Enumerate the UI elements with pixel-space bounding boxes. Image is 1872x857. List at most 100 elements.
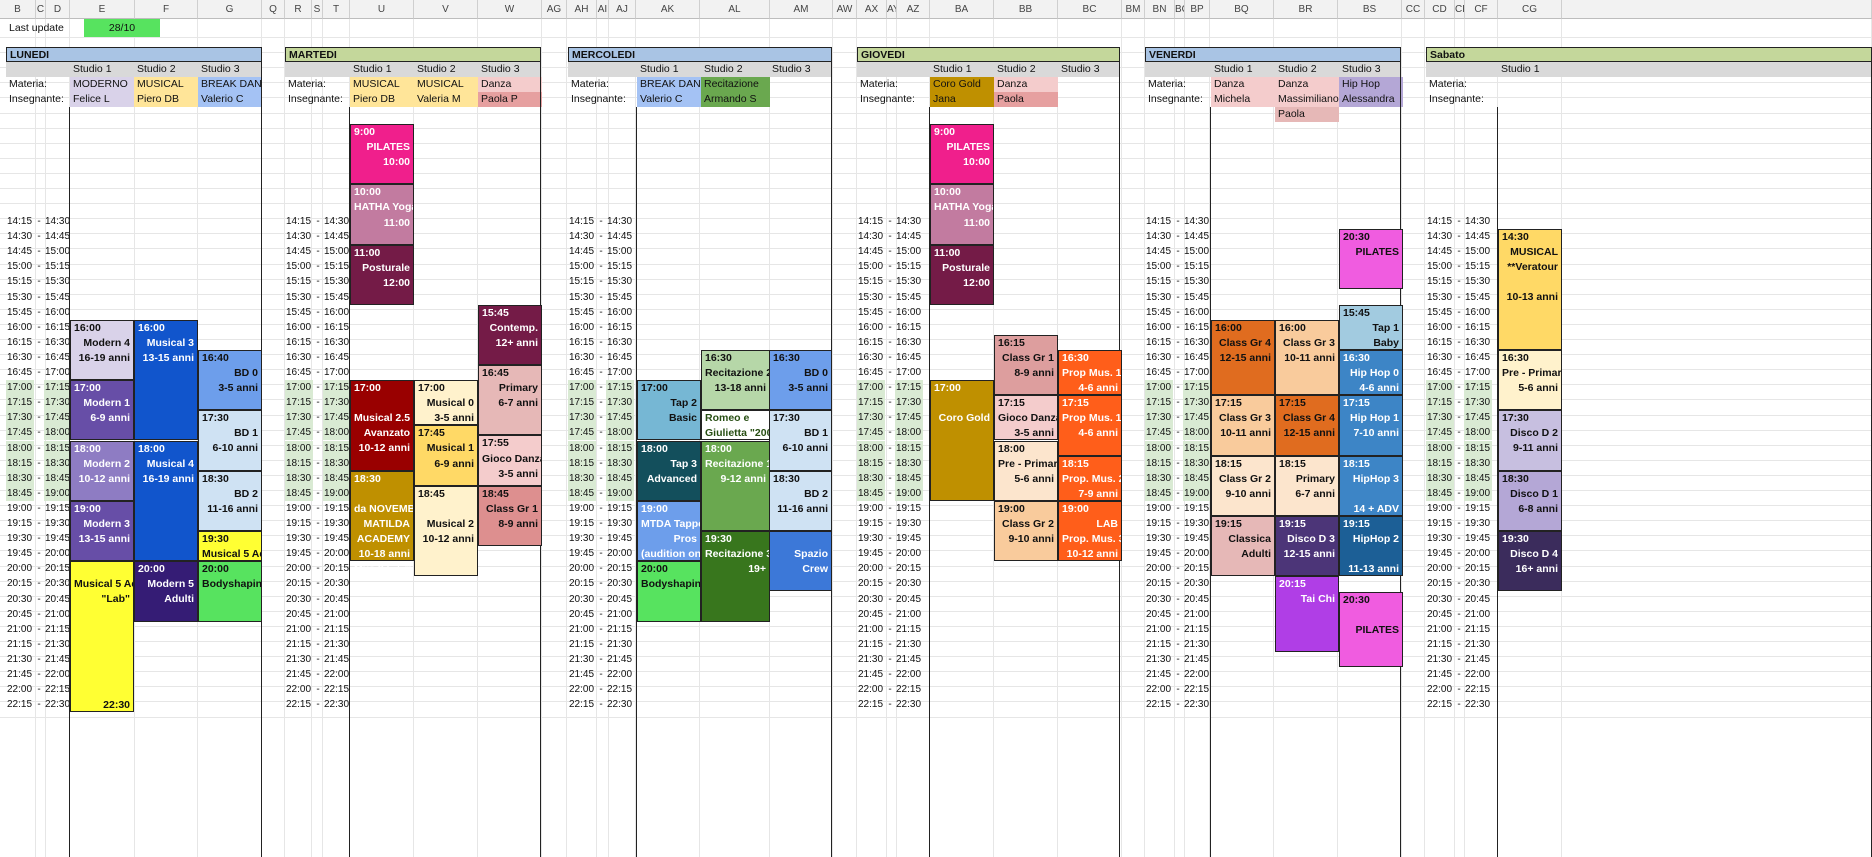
class-block[interactable]: 16:30 Recitazione 2 13-18 anni	[701, 349, 770, 411]
column-header[interactable]: CF	[1465, 0, 1498, 19]
class-block[interactable]: 17:00 Tap 2 Basic	[637, 380, 701, 441]
class-block[interactable]: 20:30 PILATES	[1339, 591, 1403, 667]
materia-cell[interactable]: Hip Hop	[1339, 77, 1403, 92]
column-header[interactable]: BC	[1058, 0, 1122, 19]
teacher-cell[interactable]	[1058, 92, 1122, 107]
class-block[interactable]: 18:45 Class Gr 1 8-9 anni	[478, 485, 542, 547]
column-header[interactable]: AY	[887, 0, 897, 19]
class-block[interactable]: 19:30 Disco D 4 16+ anni	[1498, 531, 1562, 592]
column-header[interactable]: AH	[567, 0, 597, 19]
class-block[interactable]: 19:30 Musical 5 Adulti	[198, 531, 262, 562]
class-block[interactable]: 19:15 Classica Adulti	[1211, 516, 1275, 577]
class-block[interactable]: 17:30 Disco D 2 9-11 anni	[1498, 410, 1562, 471]
materia-cell[interactable]: MUSICAL	[134, 77, 198, 92]
class-block[interactable]: 18:15 Primary 6-7 anni	[1275, 455, 1339, 516]
teacher-cell-extra[interactable]: Paola	[1275, 107, 1339, 122]
materia-cell[interactable]: Danza	[1211, 77, 1275, 92]
class-block[interactable]: 9:00 PILATES 10:00	[350, 124, 414, 185]
column-header[interactable]: E	[70, 0, 135, 19]
class-block[interactable]: 15:45 Contemp. 12+ anni	[478, 304, 542, 365]
teacher-cell[interactable]	[769, 92, 832, 107]
class-block[interactable]: 16:00 Modern 4 16-19 anni	[70, 319, 134, 381]
class-block[interactable]: 17:15 Hip Hop 1 7-10 anni	[1339, 395, 1403, 456]
class-block[interactable]: 17:00 Coro Gold	[930, 380, 994, 501]
class-block[interactable]: 17:15 Prop Mus. 1B 4-6 anni	[1058, 395, 1122, 456]
materia-cell[interactable]: BREAK DANCE	[637, 77, 701, 92]
column-header[interactable]: BB	[994, 0, 1058, 19]
teacher-cell[interactable]	[1498, 92, 1562, 107]
column-header[interactable]: R	[285, 0, 312, 19]
column-header[interactable]: AG	[542, 0, 567, 19]
materia-cell[interactable]: MUSICAL	[414, 77, 478, 92]
class-block[interactable]: 18:15 Class Gr 2 9-10 anni	[1211, 455, 1275, 516]
column-header[interactable]: AI	[597, 0, 609, 19]
column-header[interactable]: CD	[1425, 0, 1455, 19]
materia-cell[interactable]	[1498, 77, 1562, 92]
column-header[interactable]: T	[323, 0, 350, 19]
column-header[interactable]: BM	[1122, 0, 1145, 19]
class-block[interactable]: 17:15 Class Gr 3 10-11 anni	[1211, 395, 1275, 456]
class-block[interactable]: 18:30 Disco D 1 6-8 anni	[1498, 470, 1562, 532]
column-header[interactable]: BA	[930, 0, 994, 19]
column-header[interactable]: D	[46, 0, 70, 19]
column-header[interactable]: AK	[636, 0, 700, 19]
teacher-cell[interactable]: Piero DB	[134, 92, 198, 107]
teacher-cell[interactable]: Jana	[930, 92, 994, 107]
class-block[interactable]: 16:45 Primary 6-7 anni	[478, 365, 542, 436]
column-header[interactable]: BN	[1145, 0, 1175, 19]
class-block[interactable]: 18:30 BD 2 11-16 anni	[769, 470, 832, 532]
class-block[interactable]: 16:15 Class Gr 1 8-9 anni	[994, 334, 1058, 396]
class-block[interactable]: 18:00 Musical 4 16-19 anni	[134, 440, 198, 562]
class-block[interactable]: 19:00 Modern 3 13-15 anni	[70, 500, 134, 562]
class-block[interactable]: 16:00 Class Gr 3 10-11 anni	[1275, 319, 1339, 396]
materia-cell[interactable]: Recitazione	[701, 77, 770, 92]
class-block[interactable]: 19:15 HipHop 2 11-13 anni	[1339, 516, 1403, 577]
column-header[interactable]: BO	[1175, 0, 1185, 19]
class-block[interactable]: 10:00 HATHA Yoga 11:00	[930, 184, 994, 245]
column-header[interactable]: AZ	[897, 0, 930, 19]
class-block[interactable]: 16:00 Musical 3 13-15 anni	[134, 319, 198, 441]
teacher-cell[interactable]: Alessandra	[1339, 92, 1403, 107]
teacher-cell[interactable]: Paola	[994, 92, 1058, 107]
materia-cell[interactable]: Danza	[478, 77, 542, 92]
class-block[interactable]: 17:00 Musical 0 3-5 anni	[414, 380, 478, 426]
column-header[interactable]: W	[478, 0, 542, 19]
teacher-cell[interactable]: Valerio C	[198, 92, 262, 107]
teacher-cell[interactable]: Valerio C	[637, 92, 701, 107]
column-header[interactable]: CC	[1402, 0, 1425, 19]
column-header[interactable]: BP	[1185, 0, 1210, 19]
class-block[interactable]: 15:45 Tap 1 Baby	[1339, 304, 1403, 350]
materia-cell[interactable]: Danza	[994, 77, 1058, 92]
class-block[interactable]: 19:15 Disco D 3 12-15 anni	[1275, 516, 1339, 577]
column-header[interactable]: AM	[770, 0, 833, 19]
teacher-cell[interactable]: Valeria M	[414, 92, 478, 107]
class-block[interactable]: 20:30 PILATES	[1339, 229, 1403, 290]
class-block[interactable]: 17:15 Class Gr 4 12-15 anni	[1275, 395, 1339, 456]
materia-cell[interactable]	[769, 77, 832, 92]
class-block[interactable]: 16:30 Hip Hop 0 4-6 anni	[1339, 349, 1403, 396]
teacher-cell[interactable]: Armando S	[701, 92, 770, 107]
column-header[interactable]: G	[198, 0, 262, 19]
materia-cell[interactable]: MODERNO	[70, 77, 134, 92]
class-block[interactable]: 18:30 BD 2 11-16 anni	[198, 470, 262, 532]
class-block[interactable]: 18:15 HipHop 3 14 + ADV	[1339, 455, 1403, 516]
materia-cell[interactable]	[1058, 77, 1122, 92]
teacher-cell[interactable]: Massimiliano	[1275, 92, 1339, 107]
column-header[interactable]: BR	[1274, 0, 1338, 19]
column-header[interactable]: V	[414, 0, 478, 19]
class-block[interactable]: 20:00 Bodyshaping	[637, 561, 701, 622]
class-block[interactable]: 20:15 Tai Chi	[1275, 576, 1339, 652]
class-block[interactable]: 9:00 PILATES 10:00	[930, 124, 994, 185]
column-header[interactable]: AJ	[609, 0, 636, 19]
column-header[interactable]: BS	[1338, 0, 1402, 19]
class-block[interactable]: 17:30 BD 1 6-10 anni	[769, 410, 832, 471]
class-block[interactable]: 19:00 LAB Prop. Mus. 3 10-12 anni	[1058, 500, 1122, 562]
teacher-cell[interactable]: Felice L	[70, 92, 134, 107]
class-block[interactable]: 14:30 MUSICAL **Veratour 10-13 anni	[1498, 229, 1562, 350]
class-block[interactable]: 16:30 BD 0 3-5 anni	[769, 349, 832, 411]
class-block[interactable]: 17:55 Gioco Danza 3-5 anni	[478, 435, 542, 486]
class-block[interactable]: 18:00 Pre - Primary 5-6 anni	[994, 440, 1058, 501]
column-header[interactable]: F	[135, 0, 198, 19]
teacher-cell[interactable]: Michela	[1211, 92, 1275, 107]
